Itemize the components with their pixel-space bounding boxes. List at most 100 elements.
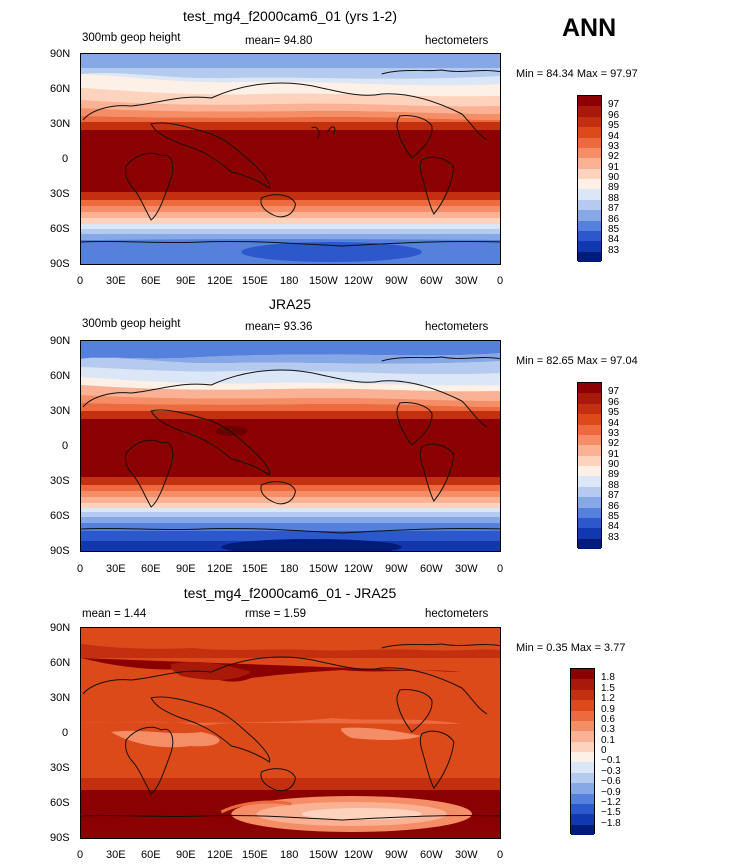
panel2-lon-30e: 30E (106, 563, 126, 575)
colorbar-swatch (578, 517, 601, 529)
colorbar-label: 0.6 (601, 713, 615, 725)
colorbar-swatch (578, 497, 601, 508)
panel2-lon-60e: 60E (141, 563, 161, 575)
colorbar-label: 97 (608, 99, 620, 111)
panel2-lat-60n: 60N (50, 370, 71, 382)
panel3-title: test_mg4_f2000cam6_01 - JRA25 (183, 585, 397, 601)
colorbar-label: 91 (608, 161, 620, 173)
colorbar-swatch (578, 403, 601, 415)
colorbar-label: 0.3 (601, 724, 615, 736)
panel2-lat-90n: 90N (50, 335, 71, 347)
colorbar-swatch (571, 720, 594, 732)
panel2-lon-120e: 120E (207, 563, 233, 575)
colorbar-label: 1.2 (601, 693, 615, 705)
colorbar-label: 93 (608, 427, 620, 439)
colorbar-label: 89 (608, 182, 620, 194)
panel3-minmax: Min = 0.35 Max = 3.77 (516, 642, 626, 654)
panel3-lon-60w: 60W (420, 849, 443, 861)
panel1-lon-30e: 30E (106, 275, 126, 287)
panel1-lon-120e: 120E (207, 275, 233, 287)
colorbar-label: 0.1 (601, 734, 615, 746)
colorbar-label: 94 (608, 417, 620, 429)
panel3-lon-0: 0 (77, 849, 84, 861)
colorbar-swatch (578, 424, 601, 435)
panel1-lon-120w: 120W (344, 275, 373, 287)
colorbar-label: 0 (601, 745, 607, 756)
colorbar-label: −1.2 (601, 796, 621, 808)
colorbar-swatch (578, 106, 601, 117)
colorbar-swatch (578, 137, 601, 148)
colorbar-swatch (578, 383, 601, 394)
season-label: ANN (562, 14, 617, 42)
panel2-map (80, 340, 501, 552)
colorbar-label: 83 (608, 531, 620, 543)
panel1-coastlines (81, 69, 500, 247)
colorbar-label: 83 (608, 244, 620, 256)
panel3-lat-30n: 30N (50, 692, 71, 704)
colorbar-label: −0.1 (601, 755, 621, 767)
colorbar-swatch (578, 445, 601, 456)
colorbar-label: −1.5 (601, 807, 621, 819)
colorbar-swatch (578, 528, 601, 539)
colorbar-label: −0.6 (601, 776, 621, 788)
panel1-tropics (81, 130, 500, 192)
panel3-lon-120e: 120E (207, 849, 233, 861)
panel2-title: JRA25 (268, 296, 312, 312)
colorbar-label: 93 (608, 140, 620, 152)
colorbar-swatch (571, 741, 594, 752)
colorbar-label: 96 (608, 396, 620, 408)
colorbar-swatch (578, 486, 601, 498)
colorbar-swatch (578, 466, 601, 477)
colorbar-swatch (571, 762, 594, 773)
panel2-lon-0-end: 0 (497, 563, 504, 575)
panel3-mean-label: mean = 1.44 (82, 608, 147, 620)
panel2-lat-30s: 30S (50, 475, 70, 487)
panel1-lat-60n: 60N (50, 83, 71, 95)
panel1-left-label: 300mb geop height (82, 32, 181, 44)
colorbar-label: 94 (608, 130, 620, 142)
panel2-minmax: Min = 82.65 Max = 97.04 (516, 355, 638, 367)
colorbar-swatch (578, 147, 601, 159)
colorbar-swatch (578, 199, 601, 211)
panel1-lon-30w: 30W (455, 275, 478, 287)
colorbar-swatch (578, 393, 601, 404)
colorbar-label: 84 (608, 234, 620, 246)
panel2-left-label: 300mb geop height (82, 318, 181, 330)
panel3-lat-60n: 60N (50, 657, 71, 669)
panel3-lon-150e: 150E (242, 849, 268, 861)
colorbar-swatch (571, 679, 594, 690)
colorbar-swatch (578, 251, 601, 262)
panel3-lon-180: 180 (280, 849, 299, 861)
colorbar-swatch (578, 455, 601, 466)
panel2-colorbar (577, 382, 602, 549)
panel1-lon-90w: 90W (385, 275, 408, 287)
colorbar-label: −0.3 (601, 765, 621, 777)
panel3-lon-150w: 150W (309, 849, 338, 861)
colorbar-label: 84 (608, 521, 620, 533)
panel1-polar-n-2 (81, 68, 500, 79)
panel3-lon-30w: 30W (455, 849, 478, 861)
panel2-coastlines (81, 356, 500, 534)
colorbar-label: 97 (608, 386, 620, 398)
panel1-lon-150e: 150E (242, 275, 268, 287)
panel1-lat-60s: 60S (50, 223, 70, 235)
panel3-lon-120w: 120W (344, 849, 373, 861)
panel2-lon-90w: 90W (385, 563, 408, 575)
panel2-lat-90s: 90S (50, 545, 70, 557)
panel2-lon-150e: 150E (242, 563, 268, 575)
colorbar-swatch (578, 116, 601, 128)
colorbar-swatch (578, 434, 601, 446)
panel2-lon-180: 180 (280, 563, 299, 575)
colorbar-label: 91 (608, 448, 620, 460)
panel1-lon-90e: 90E (176, 275, 196, 287)
colorbar-swatch (578, 127, 601, 138)
colorbar-swatch (578, 538, 601, 549)
colorbar-label: 90 (608, 172, 620, 183)
colorbar-swatch (571, 772, 594, 784)
colorbar-swatch (578, 189, 601, 200)
colorbar-label: 92 (608, 151, 620, 163)
colorbar-label: 0.9 (601, 703, 615, 715)
panel3-lat-90n: 90N (50, 622, 71, 634)
colorbar-label: 86 (608, 213, 620, 225)
panel1-lat-90s: 90S (50, 258, 70, 270)
